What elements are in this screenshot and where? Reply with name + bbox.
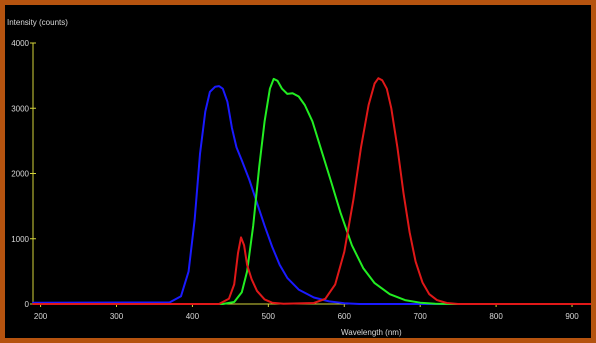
y-tick-label: 1000 (11, 235, 29, 244)
chart-panel: Intensity (counts) Wavelength (nm) 0 1000… (5, 5, 591, 338)
x-tick-label: 600 (338, 312, 352, 321)
x-tick-label: 400 (186, 312, 200, 321)
y-tick-label: 2000 (11, 170, 29, 179)
x-tick-label: 900 (565, 312, 579, 321)
y-axis-label: Intensity (counts) (7, 18, 68, 27)
green-spectrum-line (32, 77, 591, 305)
blue-spectrum-line (32, 85, 591, 305)
x-tick-label: 800 (489, 312, 503, 321)
x-tick-label: 300 (110, 312, 124, 321)
y-tick-label: 3000 (11, 104, 29, 113)
x-axis-label: Wavelength (nm) (341, 328, 402, 337)
y-tick-label: 4000 (11, 39, 29, 48)
y-tick-label: 0 (25, 300, 30, 309)
x-tick-label: 200 (34, 312, 48, 321)
x-tick-label: 500 (262, 312, 276, 321)
red-spectrum-line (32, 77, 591, 305)
x-tick-label: 700 (414, 312, 428, 321)
spectrum-chart: Intensity (counts) Wavelength (nm) 0 1000… (7, 18, 591, 337)
